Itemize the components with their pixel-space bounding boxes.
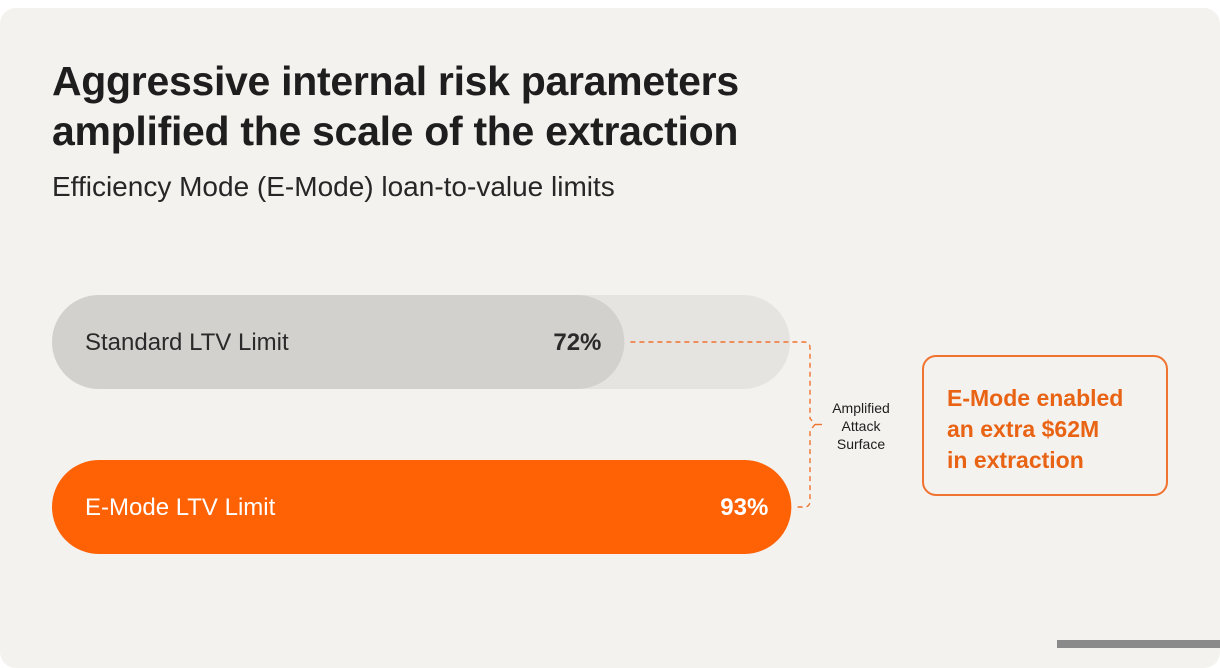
callout-line-2: an extra $62M xyxy=(947,416,1100,442)
extraction-callout-box: E-Mode enabled an extra $62M in extracti… xyxy=(922,355,1168,496)
callout-line-3: in extraction xyxy=(947,447,1084,473)
bar-2 xyxy=(52,460,792,554)
chart-title-line-2: amplified the scale of the extraction xyxy=(52,108,739,154)
callout-line-1: E-Mode enabled xyxy=(947,385,1124,411)
chart-subtitle: Efficiency Mode (E-Mode) loan-to-value l… xyxy=(52,171,615,202)
annotation-line-3: Surface xyxy=(837,436,885,452)
bar-category-label-1: Standard LTV Limit xyxy=(85,329,289,356)
annotation-line-2: Attack xyxy=(842,418,882,434)
bar-category-label-2: E-Mode LTV Limit xyxy=(85,494,276,521)
ltv-bar-chart: Standard LTV Limit 72% E-Mode LTV Limit 93%… xyxy=(52,295,890,554)
corner-overlay xyxy=(1057,640,1220,648)
bar-value-label-1: 72% xyxy=(553,329,601,356)
chart-title: Aggressive internal risk parameters ampl… xyxy=(52,56,872,156)
bar-1 xyxy=(52,295,625,389)
chart-title-line-1: Aggressive internal risk parameters xyxy=(52,58,739,104)
bar-value-label-2: 93% xyxy=(720,494,768,521)
annotation-line-1: Amplified xyxy=(832,400,890,416)
